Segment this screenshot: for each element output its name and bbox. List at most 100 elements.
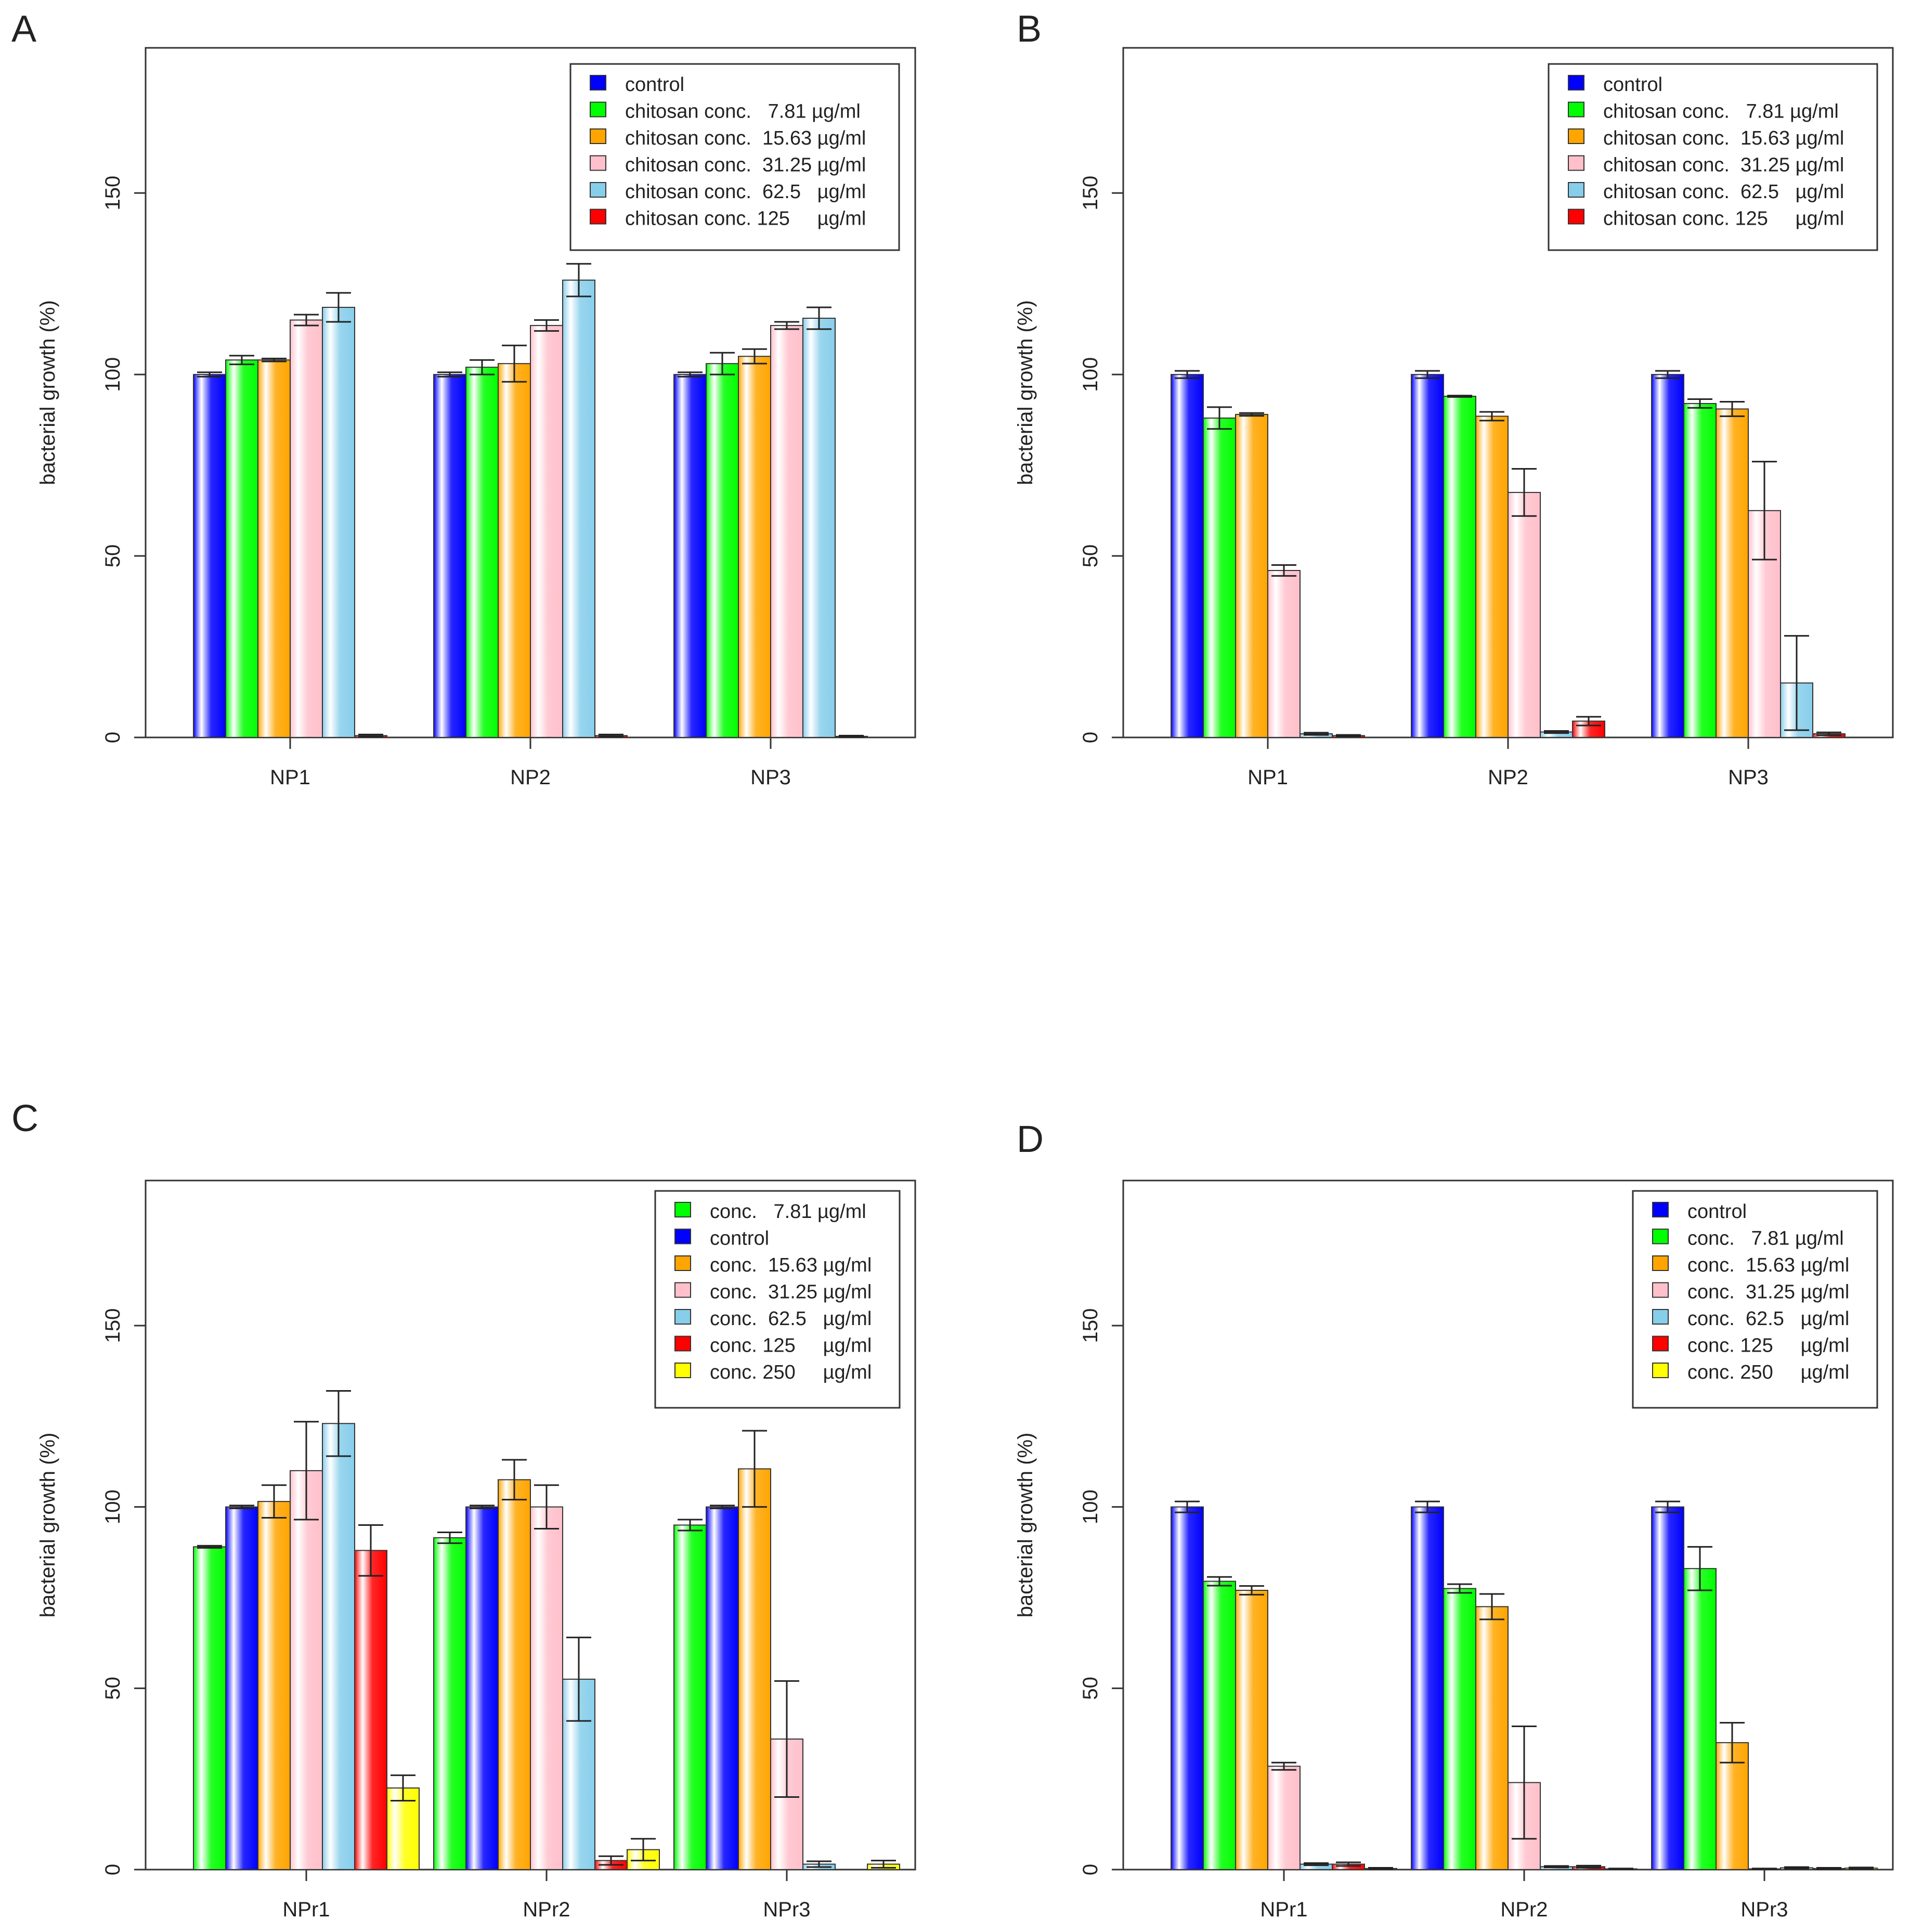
- legend-label: chitosan conc. 31.25 µg/ml: [625, 154, 866, 176]
- bar-NPr2-0: [433, 1537, 466, 1871]
- bar-NP2-3: [1508, 491, 1541, 738]
- bar-NP3-4: [802, 317, 836, 738]
- legend-label: chitosan conc. 31.25 µg/ml: [1603, 154, 1844, 176]
- bar-NPr2-0: [1411, 1506, 1444, 1870]
- legend-swatch: [1652, 1363, 1669, 1378]
- bar-NPr2-1: [1443, 1588, 1476, 1871]
- bar-NP3-1: [706, 363, 739, 738]
- legend-swatch: [1568, 182, 1584, 198]
- y-tick-label: 150: [1079, 1308, 1102, 1343]
- y-tick-label: 150: [101, 176, 124, 211]
- legend-swatch: [590, 209, 606, 225]
- bar-NPr1-6: [386, 1787, 420, 1870]
- bar-NPr1-2: [257, 1501, 291, 1871]
- bar-NP3-2: [1716, 408, 1749, 738]
- bar-NPr2-2: [498, 1479, 531, 1870]
- legend-swatch: [590, 155, 606, 171]
- legend-swatch: [1568, 209, 1584, 225]
- bar-NPr3-2: [1716, 1742, 1749, 1871]
- y-axis-label: bacterial growth (%): [36, 1433, 59, 1618]
- legend-swatch: [1652, 1255, 1669, 1271]
- bar-NPr3-0: [1651, 1506, 1684, 1870]
- bar-NP2-0: [433, 374, 466, 738]
- legend-swatch: [674, 1335, 691, 1352]
- x-tick-label: NP2: [510, 766, 551, 789]
- legend-label: chitosan conc. 7.81 µg/ml: [1603, 101, 1839, 123]
- legend-label: conc. 15.63 µg/ml: [710, 1254, 872, 1276]
- bar-NP1-2: [1235, 413, 1268, 738]
- y-tick-label: 100: [101, 1489, 124, 1524]
- legend-label: conc. 31.25 µg/ml: [1687, 1281, 1849, 1303]
- legend-label: control: [710, 1228, 769, 1250]
- legend: control chitosan conc. 7.81 µg/ml chitosan…: [1548, 63, 1878, 251]
- bar-NPr1-3: [1267, 1766, 1301, 1870]
- panel-A: A 0 50 100 150 bacterial growth (%) NP1 NP2 NP3 c…: [11, 8, 916, 789]
- legend-swatch: [590, 75, 606, 90]
- x-tick-label: NPr3: [763, 1898, 810, 1921]
- bar-NP1-1: [225, 359, 258, 738]
- legend-label: chitosan conc. 15.63 µg/ml: [1603, 127, 1844, 149]
- legend-swatch: [1568, 75, 1584, 90]
- y-tick-label: 150: [1079, 176, 1102, 211]
- panel-label: B: [1017, 8, 1042, 50]
- legend-label: conc. 62.5 µg/ml: [710, 1308, 872, 1330]
- bar-NP2-2: [498, 363, 531, 738]
- legend-swatch: [1652, 1228, 1669, 1244]
- legend-swatch: [590, 182, 606, 198]
- y-tick-label: 50: [101, 544, 124, 568]
- bar-NPr3-0: [673, 1524, 707, 1870]
- panel-label: D: [1017, 1119, 1044, 1160]
- bar-NP2-4: [562, 279, 595, 738]
- legend-label: conc. 31.25 µg/ml: [710, 1281, 872, 1303]
- bar-NPr1-1: [1203, 1580, 1236, 1870]
- legend-swatch: [1652, 1202, 1669, 1217]
- x-tick-label: NPr3: [1740, 1898, 1788, 1921]
- legend-swatch: [590, 101, 606, 118]
- legend-label: conc. 15.63 µg/ml: [1687, 1254, 1849, 1276]
- legend-label: conc. 62.5 µg/ml: [1687, 1308, 1849, 1330]
- legend-swatch: [674, 1202, 691, 1217]
- legend-swatch: [1652, 1335, 1669, 1352]
- y-tick-label: 100: [101, 357, 124, 392]
- legend-swatch: [1568, 155, 1584, 171]
- bar-NPr2-3: [530, 1506, 563, 1870]
- legend: control chitosan conc. 7.81 µg/ml chitosan…: [569, 63, 900, 251]
- legend-label: conc. 7.81 µg/ml: [710, 1201, 866, 1223]
- x-tick-label: NP3: [750, 766, 791, 789]
- bar-NPr1-1: [225, 1506, 258, 1870]
- bar-NP3-3: [770, 325, 803, 738]
- legend-swatch: [674, 1282, 691, 1298]
- y-tick-label: 100: [1079, 357, 1102, 392]
- legend-swatch: [674, 1228, 691, 1244]
- bar-NPr1-2: [1235, 1590, 1268, 1871]
- bar-NPr2-4: [562, 1678, 595, 1870]
- legend-swatch: [674, 1363, 691, 1378]
- y-tick-label: 50: [101, 1677, 124, 1700]
- legend-label: chitosan conc. 15.63 µg/ml: [625, 127, 866, 149]
- bar-NP2-3: [530, 325, 563, 738]
- bar-NPr1-0: [1171, 1506, 1204, 1870]
- legend: control conc. 7.81 µg/ml conc. 15.63 µg/ml…: [1632, 1190, 1878, 1409]
- legend-label: conc. 125 µg/ml: [710, 1335, 872, 1357]
- legend: conc. 7.81 µg/ml control conc. 15.63 µg/ml…: [654, 1190, 901, 1409]
- y-axis-label: bacterial growth (%): [1014, 300, 1037, 485]
- legend-frame: [1632, 1190, 1878, 1409]
- x-tick-label: NP1: [270, 766, 310, 789]
- bar-NPr1-4: [322, 1423, 355, 1870]
- bar-NPr2-2: [1475, 1606, 1509, 1871]
- bar-NPr1-0: [193, 1546, 226, 1870]
- bar-NP3-0: [1651, 374, 1684, 738]
- bar-NP1-3: [1267, 569, 1301, 738]
- y-tick-label: 100: [1079, 1489, 1102, 1524]
- legend-label: control: [1687, 1201, 1747, 1223]
- y-axis-label: bacterial growth (%): [36, 300, 59, 485]
- y-tick-label: 0: [1079, 1864, 1102, 1875]
- y-tick-label: 50: [1079, 1677, 1102, 1700]
- bar-NPr1-3: [290, 1470, 323, 1871]
- x-tick-label: NPr2: [523, 1898, 570, 1921]
- panel-label: C: [11, 1098, 38, 1139]
- legend-label: conc. 125 µg/ml: [1687, 1335, 1849, 1357]
- legend-label: chitosan conc. 125 µg/ml: [1603, 208, 1844, 230]
- legend-frame: [654, 1190, 901, 1409]
